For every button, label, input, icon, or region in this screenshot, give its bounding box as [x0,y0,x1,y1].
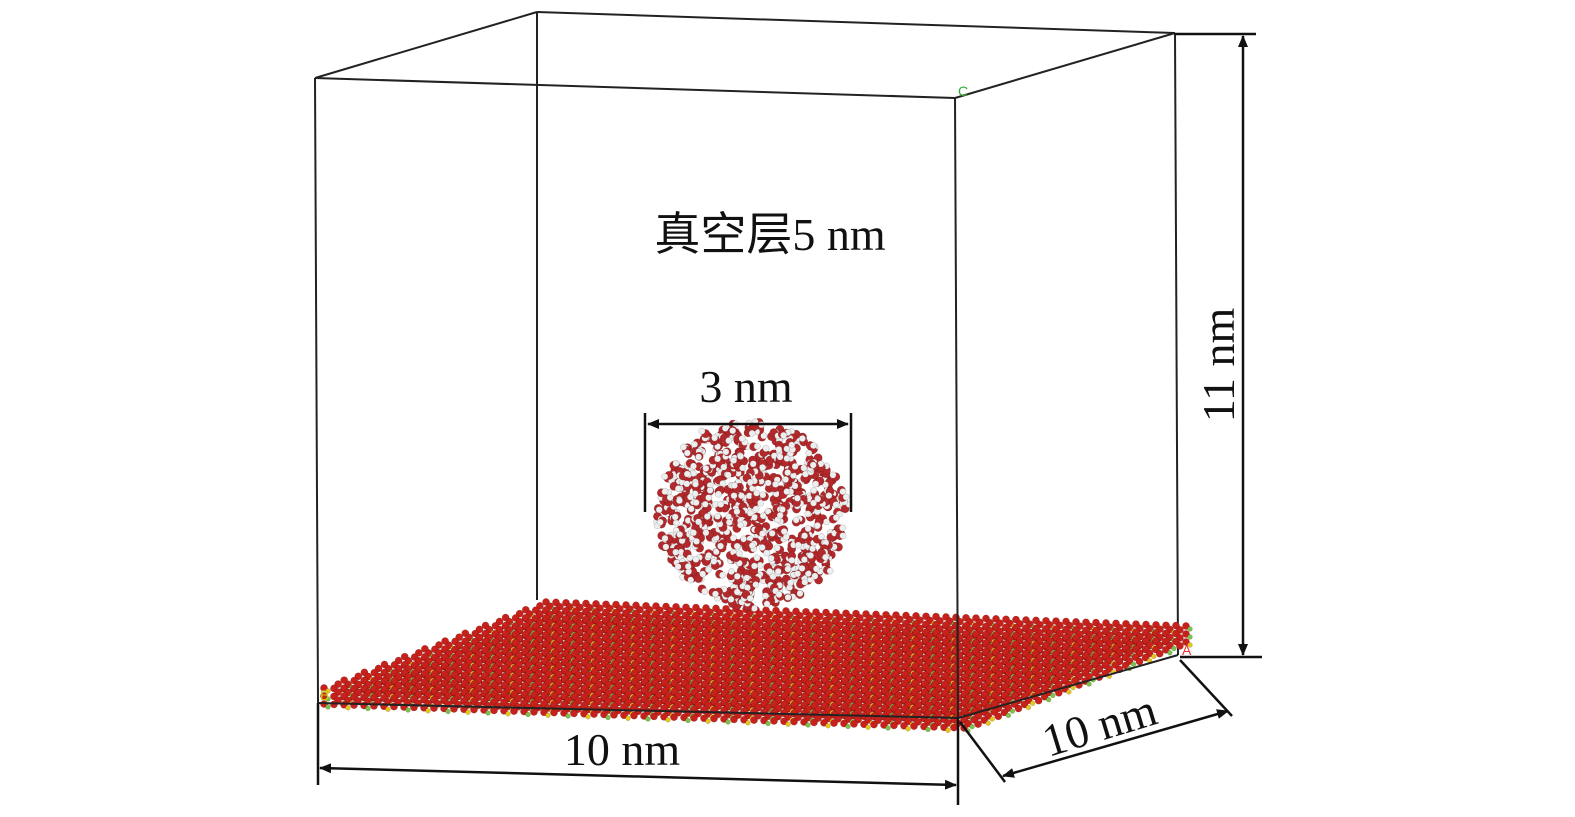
atom [1155,649,1164,658]
atom [1182,622,1190,630]
atom [1151,653,1157,660]
substrate [320,598,1193,734]
atom [1171,645,1177,652]
atom [1187,626,1193,632]
atom [1167,650,1173,656]
atom [1187,634,1193,640]
box-edges [314,11,1179,656]
